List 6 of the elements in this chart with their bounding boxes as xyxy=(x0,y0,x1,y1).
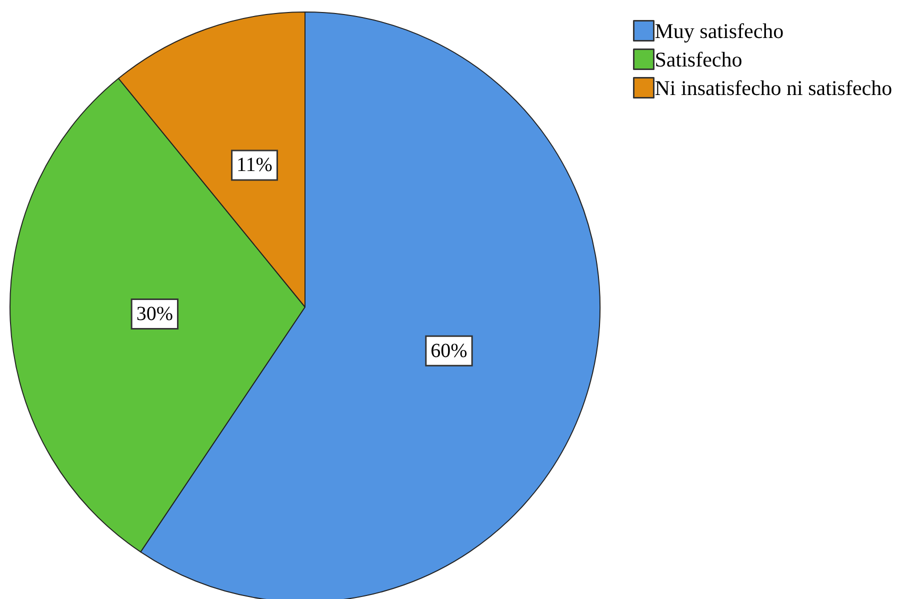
data-label: 30% xyxy=(136,303,173,326)
legend-label: Muy satisfecho xyxy=(654,18,784,43)
data-label: 60% xyxy=(430,340,468,362)
data-label: 11% xyxy=(236,154,272,176)
legend-label: Satisfecho xyxy=(654,47,742,72)
legend-label: Ni insatisfecho ni satisfecho xyxy=(654,76,892,100)
